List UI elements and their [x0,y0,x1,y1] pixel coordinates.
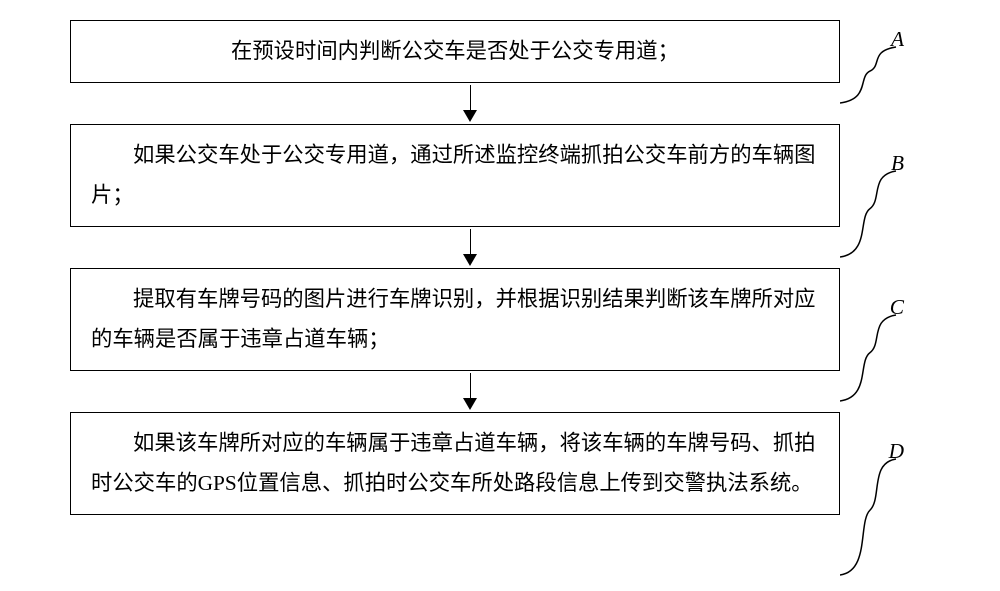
flow-step: 如果公交车处于公交专用道，通过所述监控终端抓拍公交车前方的车辆图片； B [70,124,930,227]
flow-step: 提取有车牌号码的图片进行车牌识别，并根据识别结果判断该车牌所对应的车辆是否属于违… [70,268,930,371]
flow-step-text: 如果该车牌所对应的车辆属于违章占道车辆，将该车辆的车牌号码、抓拍时公交车的GPS… [91,431,816,496]
curve-icon [840,169,900,261]
curve-icon [840,45,900,107]
flow-step-text: 在预设时间内判断公交车是否处于公交专用道； [231,39,679,63]
arrow-head [463,254,477,266]
flow-step-box: 如果公交车处于公交专用道，通过所述监控终端抓拍公交车前方的车辆图片； [70,124,840,227]
curve-icon [840,313,900,405]
arrow-shaft [470,229,471,255]
arrow-head [463,110,477,122]
flow-step-box: 如果该车牌所对应的车辆属于违章占道车辆，将该车辆的车牌号码、抓拍时公交车的GPS… [70,412,840,515]
step-label-letter: D [889,439,904,464]
arrow-shaft [470,373,471,399]
flowchart-container: 在预设时间内判断公交车是否处于公交专用道； A 如果公交车处于公交专用道，通过所述监… [70,20,930,515]
flow-step-box: 在预设时间内判断公交车是否处于公交专用道； [70,20,840,83]
arrow-shaft [470,85,471,111]
step-label-letter: A [891,27,904,52]
arrow-down-icon [463,229,477,266]
flow-step: 如果该车牌所对应的车辆属于违章占道车辆，将该车辆的车牌号码、抓拍时公交车的GPS… [70,412,930,515]
curve-icon [840,457,900,579]
flow-step-box: 提取有车牌号码的图片进行车牌识别，并根据识别结果判断该车牌所对应的车辆是否属于违… [70,268,840,371]
arrow-down-icon [463,85,477,122]
arrow-down-icon [463,373,477,410]
arrow-head [463,398,477,410]
step-label-letter: C [890,295,904,320]
flow-step-text: 提取有车牌号码的图片进行车牌识别，并根据识别结果判断该车牌所对应的车辆是否属于违… [91,287,816,352]
flow-step-text: 如果公交车处于公交专用道，通过所述监控终端抓拍公交车前方的车辆图片； [91,143,816,208]
flow-step: 在预设时间内判断公交车是否处于公交专用道； A [70,20,930,83]
step-label-letter: B [891,151,904,176]
